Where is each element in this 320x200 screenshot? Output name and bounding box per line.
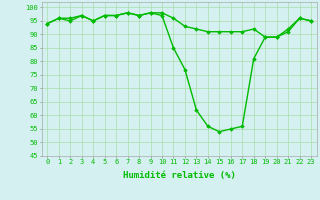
X-axis label: Humidité relative (%): Humidité relative (%) [123, 171, 236, 180]
